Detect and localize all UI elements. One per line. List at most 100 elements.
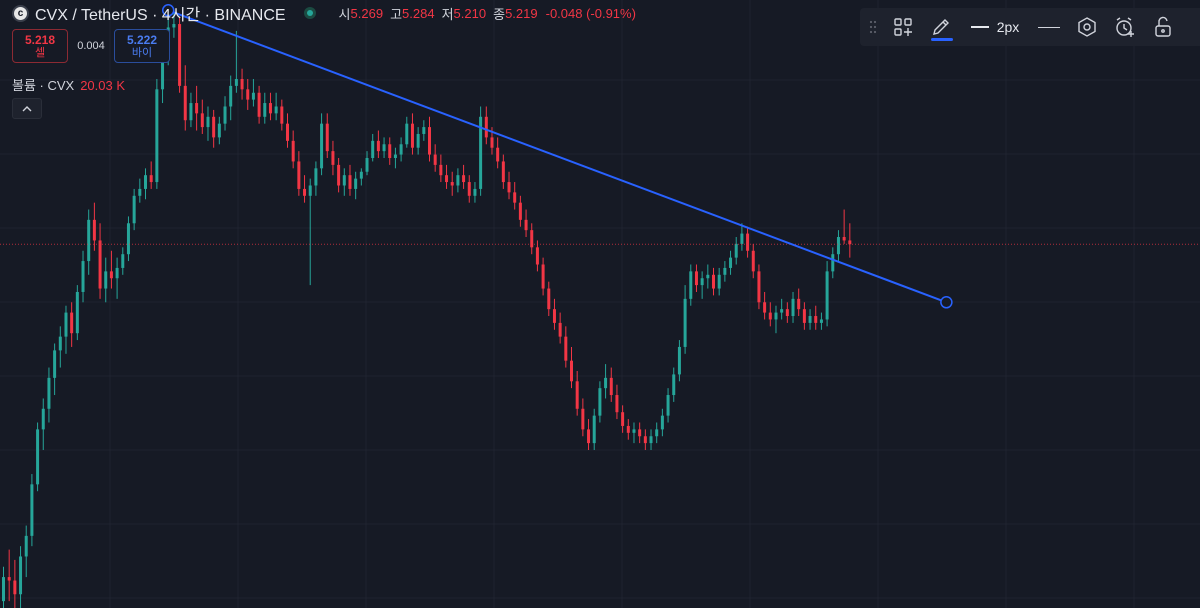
candle xyxy=(450,171,454,196)
candle-body xyxy=(365,158,369,172)
candle-body xyxy=(433,154,437,165)
candle-body xyxy=(359,171,363,179)
trendline[interactable] xyxy=(167,9,947,304)
ohlc-low-value: 5.210 xyxy=(453,5,487,21)
candle xyxy=(484,106,488,145)
candle-body xyxy=(683,298,687,347)
candle-body xyxy=(587,429,591,444)
market-status-icon[interactable] xyxy=(303,7,316,19)
line-style-button[interactable] xyxy=(1030,8,1068,46)
candle-body xyxy=(36,429,40,485)
candle xyxy=(598,381,602,423)
settings-icon xyxy=(1078,17,1096,37)
candle-body xyxy=(393,154,397,159)
candle-body xyxy=(53,350,57,378)
candle-body xyxy=(712,274,715,289)
drag-handle-icon[interactable] xyxy=(862,8,884,46)
candle xyxy=(632,422,636,444)
candle xyxy=(462,164,466,189)
candle-body xyxy=(462,175,466,183)
lock-button[interactable] xyxy=(1144,8,1182,46)
line-color-swatch xyxy=(931,38,953,41)
candle-body xyxy=(501,161,505,183)
candle xyxy=(87,209,91,275)
candle xyxy=(700,271,704,299)
candle-body xyxy=(376,140,380,152)
volume-label: 볼륨 · CVX xyxy=(12,78,75,93)
trendline-start-handle[interactable] xyxy=(161,4,175,17)
ohlc-open-label: 시 xyxy=(338,6,351,22)
candle xyxy=(7,549,11,602)
candle xyxy=(774,305,778,334)
candle xyxy=(626,419,630,440)
candle xyxy=(393,147,397,169)
trendline-drawing[interactable] xyxy=(161,4,953,309)
candle-body xyxy=(115,267,119,279)
candle xyxy=(263,92,267,124)
candle-body xyxy=(183,85,187,121)
sell-button[interactable]: 5.218 셀 xyxy=(12,29,68,63)
candlestick-series xyxy=(2,10,852,608)
candle-body xyxy=(638,429,642,437)
candle xyxy=(280,99,284,131)
candle xyxy=(183,65,187,131)
candle xyxy=(433,144,437,172)
candle-body xyxy=(109,271,113,279)
candle xyxy=(126,216,130,262)
candle-body xyxy=(746,233,750,251)
candle-body xyxy=(428,127,431,155)
candle-body xyxy=(342,175,346,186)
symbol-title[interactable]: CVX / TetherUS · 4시간 · BINANCE xyxy=(35,7,286,24)
candle xyxy=(615,384,619,420)
object-tree-button[interactable] xyxy=(884,8,922,46)
candle xyxy=(64,305,68,354)
candle-body xyxy=(439,164,443,176)
line-color-button[interactable] xyxy=(922,8,960,46)
candle xyxy=(212,109,216,148)
candle-body xyxy=(541,264,545,289)
candle xyxy=(479,106,483,196)
candle xyxy=(229,75,233,121)
buy-button[interactable]: 5.222 바이 xyxy=(114,29,170,63)
candle-body xyxy=(155,89,159,183)
candle xyxy=(30,474,34,547)
add-alert-button[interactable] xyxy=(1106,8,1144,46)
candle-body xyxy=(81,261,85,292)
candle xyxy=(308,178,312,286)
candle xyxy=(337,158,341,193)
collapse-legend-button[interactable] xyxy=(12,98,42,119)
candle-body xyxy=(234,79,238,86)
candle-body xyxy=(677,346,681,375)
candle xyxy=(149,161,153,189)
cvx-logo-icon: c xyxy=(12,4,29,22)
candle-body xyxy=(649,436,653,444)
trendline-end-handle[interactable] xyxy=(940,296,953,309)
candle xyxy=(706,264,710,289)
candle-body xyxy=(626,425,630,433)
candle-body xyxy=(490,137,494,148)
candle xyxy=(81,250,85,303)
candle xyxy=(439,154,443,183)
candle-body xyxy=(7,577,11,581)
candle-body xyxy=(734,243,738,258)
candle-body xyxy=(138,188,142,196)
candle-body xyxy=(570,360,573,382)
settings-button[interactable] xyxy=(1068,8,1106,46)
candle-body xyxy=(558,322,562,337)
candle xyxy=(666,388,670,423)
candle xyxy=(672,367,676,402)
candle xyxy=(445,164,449,189)
candle-body xyxy=(348,175,352,189)
candle-body xyxy=(410,123,414,148)
candle xyxy=(513,182,517,210)
candle-body xyxy=(303,188,307,196)
candle xyxy=(376,130,380,159)
candle-body xyxy=(126,223,130,255)
candle xyxy=(189,92,193,128)
candle xyxy=(251,79,255,107)
candle-body xyxy=(694,271,698,286)
candle xyxy=(825,261,829,327)
line-width-button[interactable]: 2px xyxy=(960,8,1030,46)
volume-legend: 볼륨 · CVX 20.03 K xyxy=(12,75,125,94)
